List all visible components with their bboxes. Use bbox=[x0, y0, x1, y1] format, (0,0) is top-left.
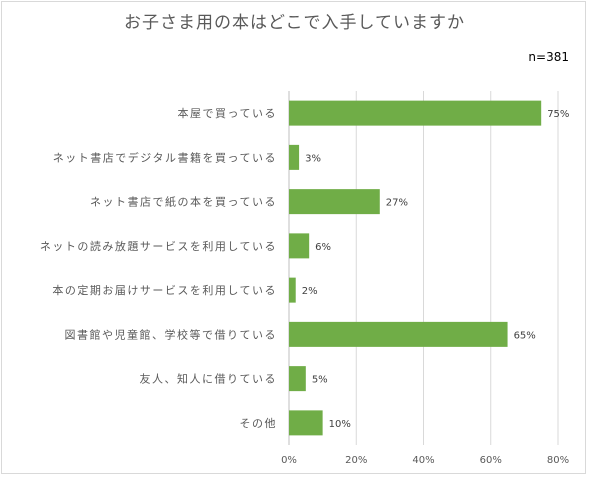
category-label: ネット書店で紙の本を買っている bbox=[90, 195, 277, 209]
bar bbox=[289, 233, 310, 259]
category-label: ネット書店でデジタル書籍を買っている bbox=[53, 150, 277, 164]
x-tick-label: 60% bbox=[480, 455, 502, 466]
category-label: 図書館や児童館、学校等で借りている bbox=[65, 327, 278, 341]
bar bbox=[289, 410, 323, 436]
data-label: 6% bbox=[315, 242, 331, 253]
category-label: 友人、知人に借りている bbox=[140, 372, 278, 386]
category-label: 本屋で買っている bbox=[178, 106, 277, 120]
data-label: 3% bbox=[305, 153, 321, 164]
bar bbox=[289, 366, 306, 392]
x-tick-label: 20% bbox=[345, 455, 367, 466]
x-tick-label: 40% bbox=[412, 455, 434, 466]
sample-size-label: n=381 bbox=[528, 50, 569, 64]
data-label: 75% bbox=[547, 109, 569, 120]
category-label: 本の定期お届けサービスを利用している bbox=[52, 283, 277, 297]
chart-title: お子さま用の本はどこで入手していますか bbox=[124, 13, 465, 33]
data-label: 10% bbox=[329, 419, 351, 430]
data-label: 65% bbox=[514, 330, 536, 341]
data-label: 2% bbox=[302, 286, 318, 297]
data-label: 5% bbox=[312, 375, 328, 386]
x-tick-label: 80% bbox=[547, 455, 569, 466]
bar bbox=[289, 144, 300, 170]
bar bbox=[289, 100, 542, 126]
category-label: その他 bbox=[240, 417, 278, 430]
bar bbox=[289, 321, 508, 347]
data-label: 27% bbox=[386, 198, 408, 209]
bar bbox=[289, 189, 380, 215]
x-tick-label: 0% bbox=[281, 455, 297, 466]
category-label: ネットの読み放題サービスを利用している bbox=[40, 239, 277, 253]
bar bbox=[289, 277, 296, 303]
